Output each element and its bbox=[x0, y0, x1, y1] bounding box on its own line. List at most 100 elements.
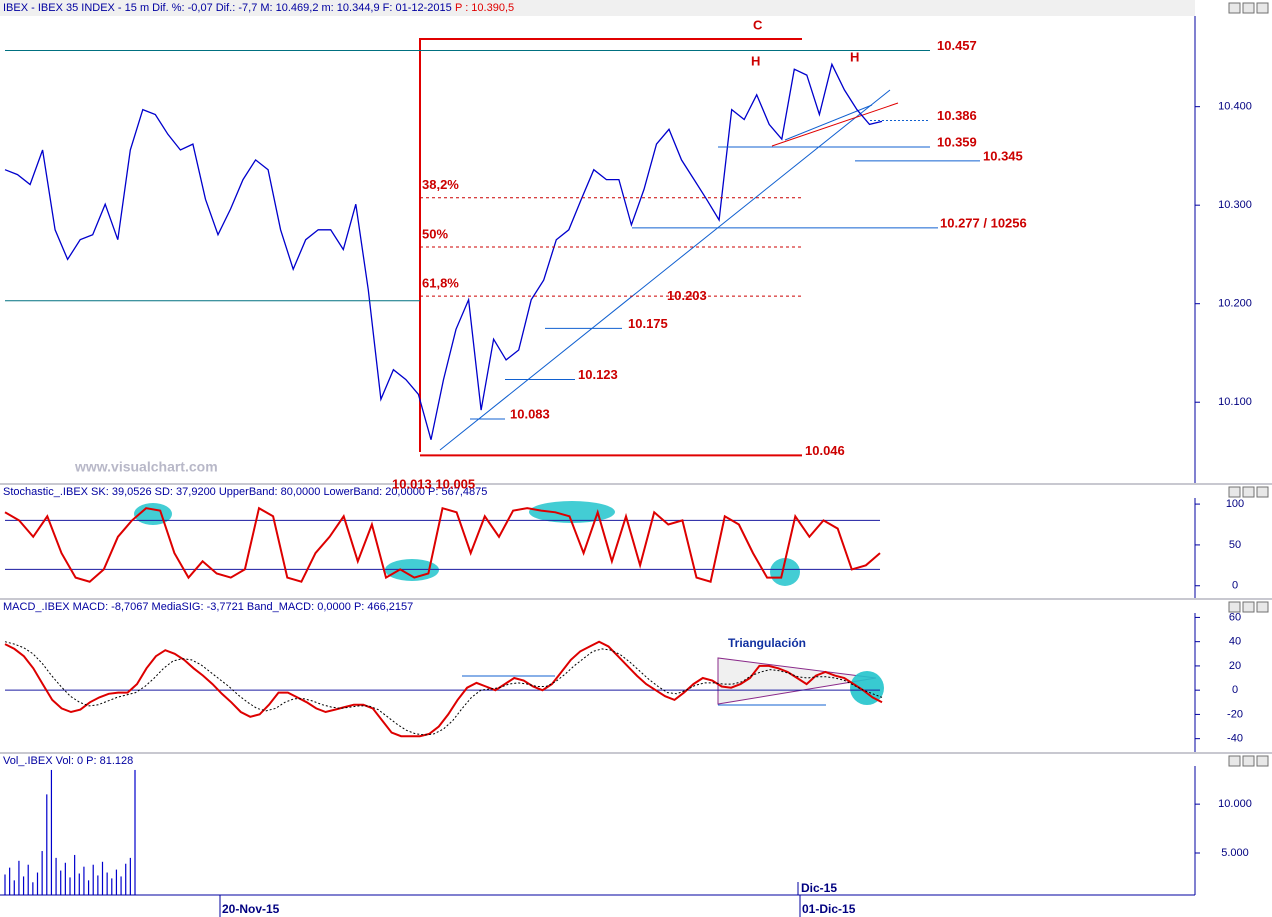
panel-title: IBEX - IBEX 35 INDEX - 15 m Dif. %: -0,0… bbox=[3, 2, 452, 14]
date-label: 01-Dic-15 bbox=[802, 902, 856, 916]
x-axis-band bbox=[0, 896, 1195, 917]
y-tick-label: 10.300 bbox=[1218, 199, 1252, 211]
window-button bbox=[1242, 2, 1255, 14]
level-label: 10.123 bbox=[578, 367, 618, 382]
y-tick-label: 0 bbox=[1232, 580, 1238, 592]
y-tick-label: 10.100 bbox=[1218, 396, 1252, 408]
annotation: H bbox=[751, 53, 760, 68]
level-label: 10.083 bbox=[510, 406, 550, 421]
series-line bbox=[4, 641, 883, 736]
bar bbox=[129, 857, 131, 895]
y-tick-label: -20 bbox=[1227, 708, 1243, 720]
bar bbox=[78, 873, 80, 895]
panel-header bbox=[0, 484, 1195, 499]
bar bbox=[60, 870, 62, 895]
watermark: www.visualchart.com bbox=[74, 459, 218, 475]
bar bbox=[46, 794, 48, 895]
fib-label: 38,2% bbox=[422, 177, 459, 192]
bar bbox=[101, 861, 104, 895]
bar bbox=[106, 872, 108, 895]
y-tick-label: 100 bbox=[1226, 498, 1244, 510]
level-label: 10.277 / 10256 bbox=[940, 215, 1027, 230]
bar bbox=[50, 769, 53, 895]
window-button bbox=[1228, 486, 1241, 498]
bar bbox=[74, 854, 76, 895]
date-label: 20-Nov-15 bbox=[222, 902, 280, 916]
window-button bbox=[1256, 2, 1269, 14]
window-button bbox=[1228, 755, 1241, 767]
y-tick-label: 10.000 bbox=[1218, 798, 1252, 810]
bar bbox=[22, 876, 25, 895]
fib-label: 50% bbox=[422, 226, 448, 241]
trend-line bbox=[439, 89, 891, 451]
panel-title: Stochastic_.IBEX SK: 39,0526 SD: 37,9200… bbox=[3, 486, 487, 498]
annotation: H bbox=[850, 49, 859, 64]
month-label: Dic-15 bbox=[801, 881, 837, 895]
level-label: 10.386 bbox=[937, 108, 977, 123]
window-button bbox=[1256, 601, 1269, 613]
bar bbox=[36, 872, 39, 895]
window-button bbox=[1228, 2, 1241, 14]
level-label: 10.345 bbox=[983, 148, 1023, 163]
window-button bbox=[1242, 755, 1255, 767]
bar bbox=[87, 880, 90, 895]
fib-label: 61,8% bbox=[422, 276, 459, 291]
bar bbox=[115, 869, 118, 895]
panel-price: P : 10.390,5 bbox=[455, 2, 514, 14]
y-tick-label: 10.200 bbox=[1218, 298, 1252, 310]
y-tick-label: 20 bbox=[1229, 660, 1241, 672]
bar bbox=[55, 857, 57, 895]
series-line bbox=[4, 640, 883, 738]
bar bbox=[69, 877, 71, 895]
panel-header bbox=[0, 753, 1195, 768]
series-line bbox=[4, 62, 883, 440]
bar bbox=[9, 867, 11, 895]
bar bbox=[41, 851, 43, 895]
bar bbox=[64, 862, 66, 895]
window-button bbox=[1256, 755, 1269, 767]
y-tick-label: 10.400 bbox=[1218, 101, 1252, 113]
level-label: 10.457 bbox=[937, 38, 977, 53]
y-tick-label: 40 bbox=[1229, 636, 1241, 648]
highlight bbox=[850, 671, 884, 705]
bar bbox=[120, 876, 122, 895]
y-tick-label: 60 bbox=[1229, 611, 1241, 623]
y-tick-label: 50 bbox=[1229, 539, 1241, 551]
annotation: Triangulación bbox=[728, 636, 806, 650]
window-button bbox=[1242, 601, 1255, 613]
window-button bbox=[1242, 486, 1255, 498]
y-tick-label: -40 bbox=[1227, 733, 1243, 745]
y-tick-label: 5.000 bbox=[1221, 847, 1249, 859]
neck-line bbox=[771, 102, 899, 147]
window-button bbox=[1228, 601, 1241, 613]
y-tick-label: 0 bbox=[1232, 684, 1238, 696]
measure-box bbox=[419, 38, 802, 452]
panel-title: Vol_.IBEX Vol: 0 P: 81.128 bbox=[3, 755, 133, 767]
panel-header bbox=[0, 599, 1195, 614]
highlight bbox=[385, 559, 439, 581]
bar bbox=[125, 863, 127, 895]
annotation: C bbox=[753, 17, 763, 32]
cut-label: 10.013 10.005 bbox=[392, 476, 475, 491]
bar bbox=[83, 866, 85, 895]
highlight bbox=[529, 501, 615, 523]
bar bbox=[111, 878, 113, 895]
level-label: 10.359 bbox=[937, 134, 977, 149]
series-line bbox=[4, 506, 881, 583]
header-bar bbox=[0, 0, 1195, 16]
bar bbox=[13, 880, 15, 895]
bar bbox=[97, 875, 99, 895]
highlight bbox=[770, 558, 800, 586]
bar bbox=[27, 864, 29, 895]
level-label: 10.046 bbox=[805, 443, 845, 458]
level-label: 10.175 bbox=[628, 316, 668, 331]
bar bbox=[32, 882, 34, 895]
bar bbox=[92, 864, 94, 895]
bar bbox=[18, 860, 20, 895]
bar bbox=[134, 769, 136, 895]
window-button bbox=[1256, 486, 1269, 498]
bar bbox=[4, 874, 6, 895]
